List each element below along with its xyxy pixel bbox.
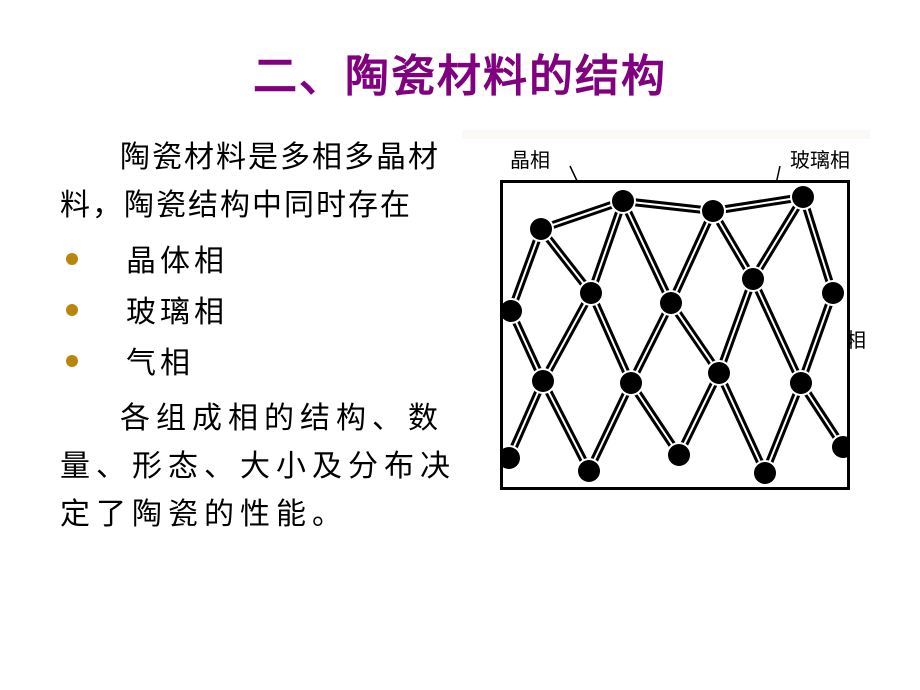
phase-list: 晶体相 玻璃相 气相 (60, 236, 480, 389)
slide-title: 二、陶瓷材料的结构 (0, 0, 920, 124)
diagram-column: 晶相 玻璃相 气相 (480, 134, 860, 539)
list-item: 晶体相 (60, 236, 480, 287)
microstructure-diagram (500, 180, 850, 490)
cell-network (503, 183, 850, 490)
content-row: 陶瓷材料是多相多晶材料，陶瓷结构中同时存在 晶体相 玻璃相 气相 各组成相的结构… (0, 124, 920, 539)
conclusion-paragraph: 各组成相的结构、数量、形态、大小及分布决定了陶瓷的性能。 (60, 395, 480, 539)
text-column: 陶瓷材料是多相多晶材料，陶瓷结构中同时存在 晶体相 玻璃相 气相 各组成相的结构… (60, 134, 480, 539)
list-item: 气相 (60, 338, 480, 389)
list-item: 玻璃相 (60, 287, 480, 338)
intro-paragraph: 陶瓷材料是多相多晶材料，陶瓷结构中同时存在 (60, 134, 480, 230)
